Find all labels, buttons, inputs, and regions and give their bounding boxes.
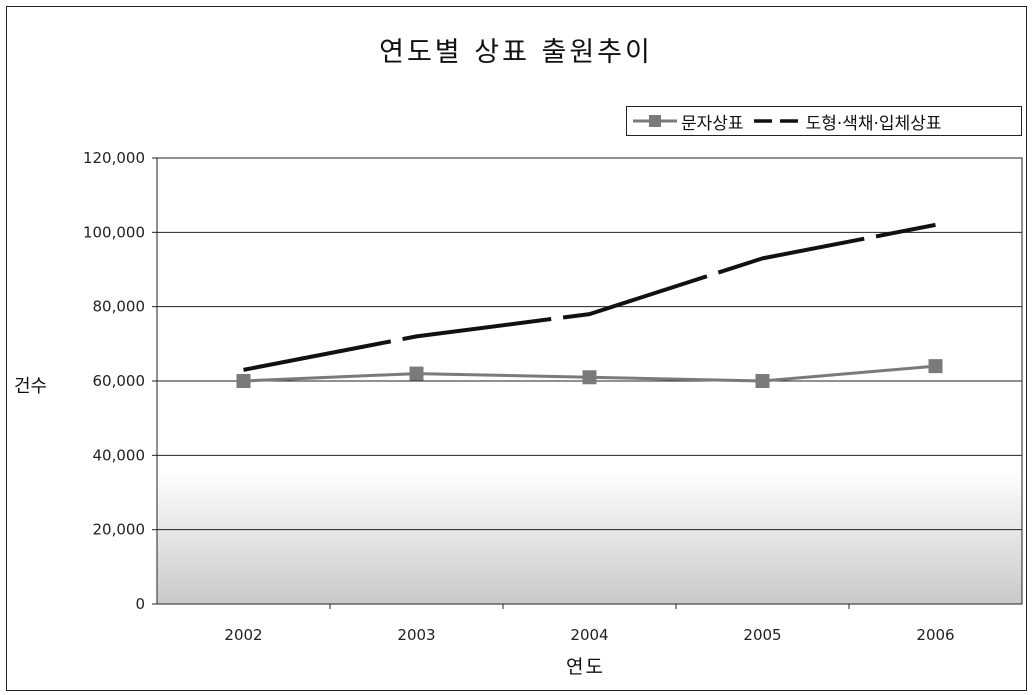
x-tick-label: 2003 [397,626,435,644]
legend-swatch-series-1 [633,115,677,127]
data-point [409,366,424,381]
data-point [236,374,251,388]
y-tick-label: 20,000 [93,521,146,539]
data-point [755,374,770,388]
chart-legend: 문자상표 도형·색채·입체상표 [626,106,1022,136]
legend-swatch-series-2 [753,119,802,123]
data-point [928,359,943,374]
legend-item-series-1: 문자상표 [633,109,744,134]
y-tick-label: 0 [135,595,145,613]
y-tick-label: 40,000 [93,446,146,464]
y-tick-label: 80,000 [93,298,146,316]
chart-title: 연도별 상표 출원추이 [379,37,653,68]
legend-label-series-2: 도형·색채·입체상표 [805,113,942,134]
y-tick-label: 120,000 [83,149,145,167]
legend-item-series-2: 도형·색채·입체상표 [753,109,942,134]
y-axis-label: 건수 [14,376,48,397]
series-line-2 [243,222,936,372]
y-tick-label: 100,000 [83,223,145,241]
x-axis-label: 연도 [566,656,605,678]
x-tick-label: 2006 [916,626,954,644]
legend-label-series-1: 문자상표 [681,113,744,134]
x-tick-label: 2002 [224,626,262,644]
x-tick-label: 2004 [570,626,608,644]
data-point [582,370,597,385]
y-tick-label: 60,000 [93,372,146,390]
x-tick-label: 2005 [743,626,781,644]
